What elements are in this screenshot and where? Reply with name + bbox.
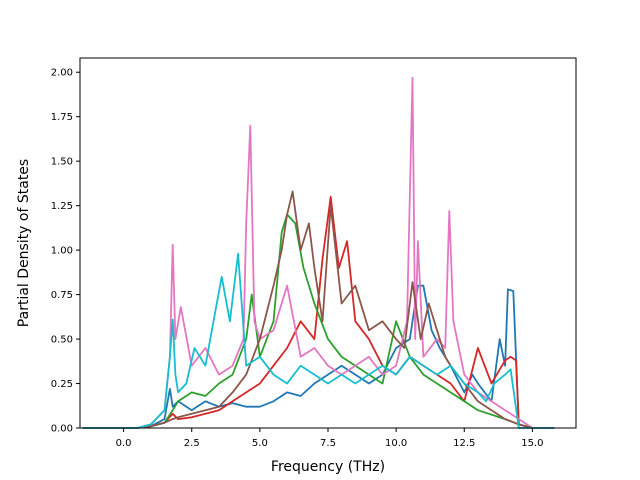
x-axis-label: Frequency (THz) [271,459,385,475]
y-tick-label: 1.75 [51,112,73,123]
x-tick-label: 7.5 [320,438,336,449]
y-tick-label: 0.75 [51,290,73,301]
series-layer [82,76,555,429]
y-tick-label: 1.50 [51,157,73,168]
y-tick-label: 1.25 [51,201,73,212]
x-tick-label: 10.0 [385,438,407,449]
y-tick-label: 0.25 [51,379,73,390]
x-tick-label: 15.0 [521,438,543,449]
x-ticks: 0.0 2.5 5.0 7.5 10.0 12.5 15.0 [116,428,544,449]
series-line-5 [82,190,533,429]
x-tick-label: 2.5 [184,438,200,449]
y-tick-label: 1.00 [51,246,73,257]
x-tick-label: 0.0 [116,438,132,449]
y-tick-label: 0.00 [51,424,73,435]
y-tick-label: 0.50 [51,335,73,346]
x-tick-label: 12.5 [453,438,475,449]
series-line-6 [82,252,555,429]
y-axis-label: Partial Density of States [16,159,32,327]
y-ticks: 0.00 0.25 0.50 0.75 1.00 1.25 1.50 1.75 2.00 [51,68,80,435]
x-tick-label: 5.0 [252,438,268,449]
series-line-2 [82,195,555,429]
series-line-4 [82,76,555,429]
y-tick-label: 2.00 [51,68,73,79]
